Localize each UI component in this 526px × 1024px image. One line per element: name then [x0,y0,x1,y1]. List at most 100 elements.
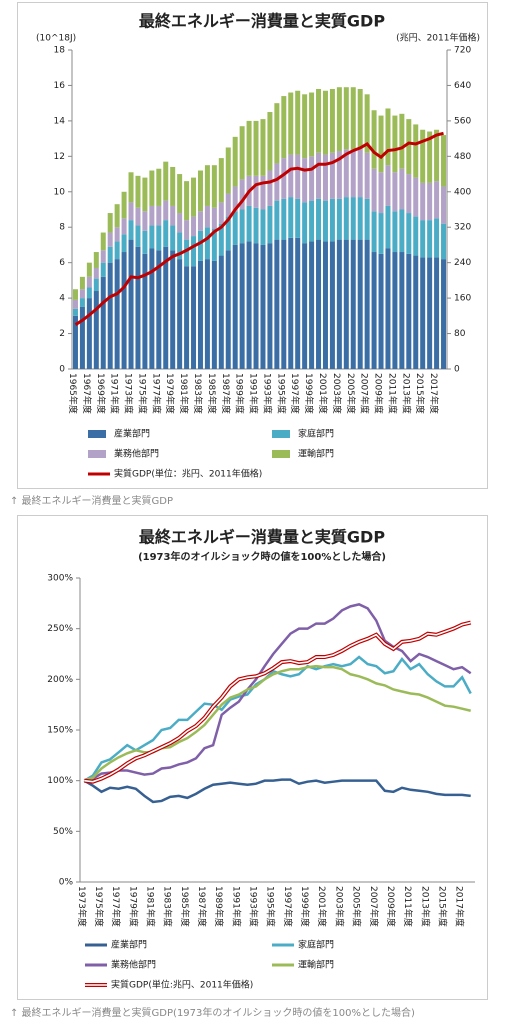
bar-segment [191,266,197,369]
bar-segment [288,197,294,238]
bar-segment [343,87,349,150]
bar-segment [441,186,447,224]
bar-segment [441,223,447,260]
bar-segment [357,197,363,240]
bar-segment [211,228,217,261]
bar-segment [79,306,85,369]
bar-segment [114,204,120,228]
bar-segment [413,216,419,256]
legend-label: 運輸部門 [298,959,334,971]
line [74,131,444,326]
bar-segment [107,246,113,263]
bar-segment [93,278,99,292]
bar-segment [336,198,342,240]
bar-segment [434,218,440,258]
bar-segment [267,170,273,206]
bar-segment [322,200,328,242]
bar-segment [197,211,203,231]
x-tick-label: 2005年度 [351,886,363,927]
y2-tick-label: 0 [454,365,460,375]
bar-segment [121,191,127,219]
bar-segment [225,250,231,369]
bar-segment [350,149,356,198]
x-tick-label: 1991年度 [230,886,242,927]
bar-segment [406,174,412,214]
bar-segment [149,205,155,226]
bar-segment [406,213,412,254]
bar-segment [93,267,99,279]
bar-segment [378,115,384,173]
bar-segment [378,253,384,369]
x-tick-label: 1997年度 [289,373,301,414]
bar-segment [274,163,280,201]
bar-segment [336,87,342,152]
bar-segment [177,213,183,233]
x-tick-label: 2003年度 [331,373,343,414]
line-inner [84,621,471,783]
bar-segment [302,243,308,369]
legend-label: 業務他部門 [111,959,156,971]
y-tick-label: 8 [59,223,65,233]
x-tick-label: 1985年度 [206,373,218,414]
bar-segment [316,239,322,369]
x-tick-label: 1983年度 [192,373,204,414]
x-tick-label: 2001年度 [317,373,329,414]
x-tick-label: 1987年度 [196,886,208,927]
bar-segment [427,182,433,221]
bar-segment [177,174,183,214]
bar-segment [434,181,440,219]
bar-segment [441,259,447,369]
y-tick-label: 6 [59,258,65,268]
bar-segment [225,216,231,251]
bar-segment [163,220,169,247]
y-tick-label: 2 [59,329,65,339]
bar-segment [288,237,294,369]
bar-segment [218,202,224,224]
bar-segment [371,211,377,253]
bar-segment [170,250,176,369]
bar-segment [329,152,335,199]
bar-segment [211,165,217,208]
bar-segment [114,227,120,242]
bar-segment [399,168,405,210]
y-axis-label: (10^18J) [36,34,76,44]
bar-segment [420,257,426,369]
bar-segment [281,158,287,199]
bar-segment [274,200,280,240]
bar-segment [364,239,370,369]
bar-segment [378,172,384,214]
x-tick-label: 1983年度 [162,886,174,927]
bar-segment [128,202,134,221]
bar-segment [385,165,391,206]
x-tick-label: 1999年度 [303,373,315,414]
y-tick-label: 300% [47,574,73,584]
bar-segment [79,289,85,299]
bar-segment [142,211,148,231]
bar-segment [86,262,92,277]
bar-segment [156,225,162,251]
x-tick-label: 2015年度 [436,886,448,927]
x-tick-label: 1967年度 [81,373,93,414]
bar-segment [184,220,190,240]
bar-segment [72,299,78,309]
bar-segment [225,193,231,217]
bar-segment [239,126,245,180]
bar-segment [316,152,322,199]
legend-label: 家庭部門 [298,428,334,440]
bar-segment [413,255,419,369]
bar-segment [309,92,315,157]
legend-label: 運輸部門 [298,448,334,460]
y-tick-label: 0 [59,365,65,375]
y2-tick-label: 400 [454,187,471,197]
bar-segment [357,88,363,150]
bar-segment [295,198,301,238]
bar-segment [114,241,120,260]
bar-segment [163,246,169,369]
bar-segment [420,182,426,221]
chart-subtitle: (1973年のオイルショック時の値を100%とした場合) [138,550,386,563]
x-tick-label: 2017年度 [454,886,466,927]
caption: ↑ 最終エネルギー消費量と実質GDP [10,494,173,507]
y-tick-label: 12 [54,152,65,162]
x-tick-label: 1979年度 [164,373,176,414]
